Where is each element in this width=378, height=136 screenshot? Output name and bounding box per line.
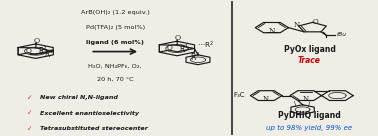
Text: Trace: Trace xyxy=(298,56,321,65)
Text: tBu: tBu xyxy=(337,32,347,37)
Text: R$^1$: R$^1$ xyxy=(38,45,48,57)
Text: N: N xyxy=(294,21,300,29)
Text: O: O xyxy=(313,18,318,26)
Text: O: O xyxy=(25,47,31,55)
Text: N: N xyxy=(269,27,275,35)
Text: ligand (6 mol%): ligand (6 mol%) xyxy=(86,40,144,45)
Text: ✓: ✓ xyxy=(26,126,31,132)
Text: New chiral N,N-ligand: New chiral N,N-ligand xyxy=(40,95,118,100)
Text: ArB(OH)₂ (1.2 equiv.): ArB(OH)₂ (1.2 equiv.) xyxy=(81,10,150,15)
Text: $\cdots$R$^2$: $\cdots$R$^2$ xyxy=(197,40,214,51)
Text: O: O xyxy=(174,34,181,42)
Text: N: N xyxy=(303,95,309,103)
Text: F₃C: F₃C xyxy=(233,92,245,98)
Text: ✓: ✓ xyxy=(26,110,31,116)
Text: N: N xyxy=(263,95,269,103)
Text: R$^3$: R$^3$ xyxy=(191,51,201,63)
Text: PyDHIQ ligand: PyDHIQ ligand xyxy=(278,111,341,120)
Text: Excellent enantioselectivity: Excellent enantioselectivity xyxy=(40,111,139,116)
Text: /: / xyxy=(308,101,311,107)
Text: R$^1$: R$^1$ xyxy=(179,42,189,55)
Text: R$^2$: R$^2$ xyxy=(43,48,54,61)
Text: PyOx ligand: PyOx ligand xyxy=(284,45,335,54)
Text: H₂O, NH₄PF₆, O₂,: H₂O, NH₄PF₆, O₂, xyxy=(88,64,142,69)
Text: Pd(TFA)₂ (5 mol%): Pd(TFA)₂ (5 mol%) xyxy=(86,25,145,30)
Text: up to 98% yield, 99% ee: up to 98% yield, 99% ee xyxy=(266,124,353,131)
Text: \: \ xyxy=(294,101,297,107)
Text: Tetrasubstituted stereocenter: Tetrasubstituted stereocenter xyxy=(40,126,148,131)
Text: O: O xyxy=(167,44,172,52)
Text: O: O xyxy=(33,37,39,45)
Text: ✓: ✓ xyxy=(26,95,31,101)
Text: 20 h, 70 °C: 20 h, 70 °C xyxy=(97,77,133,82)
